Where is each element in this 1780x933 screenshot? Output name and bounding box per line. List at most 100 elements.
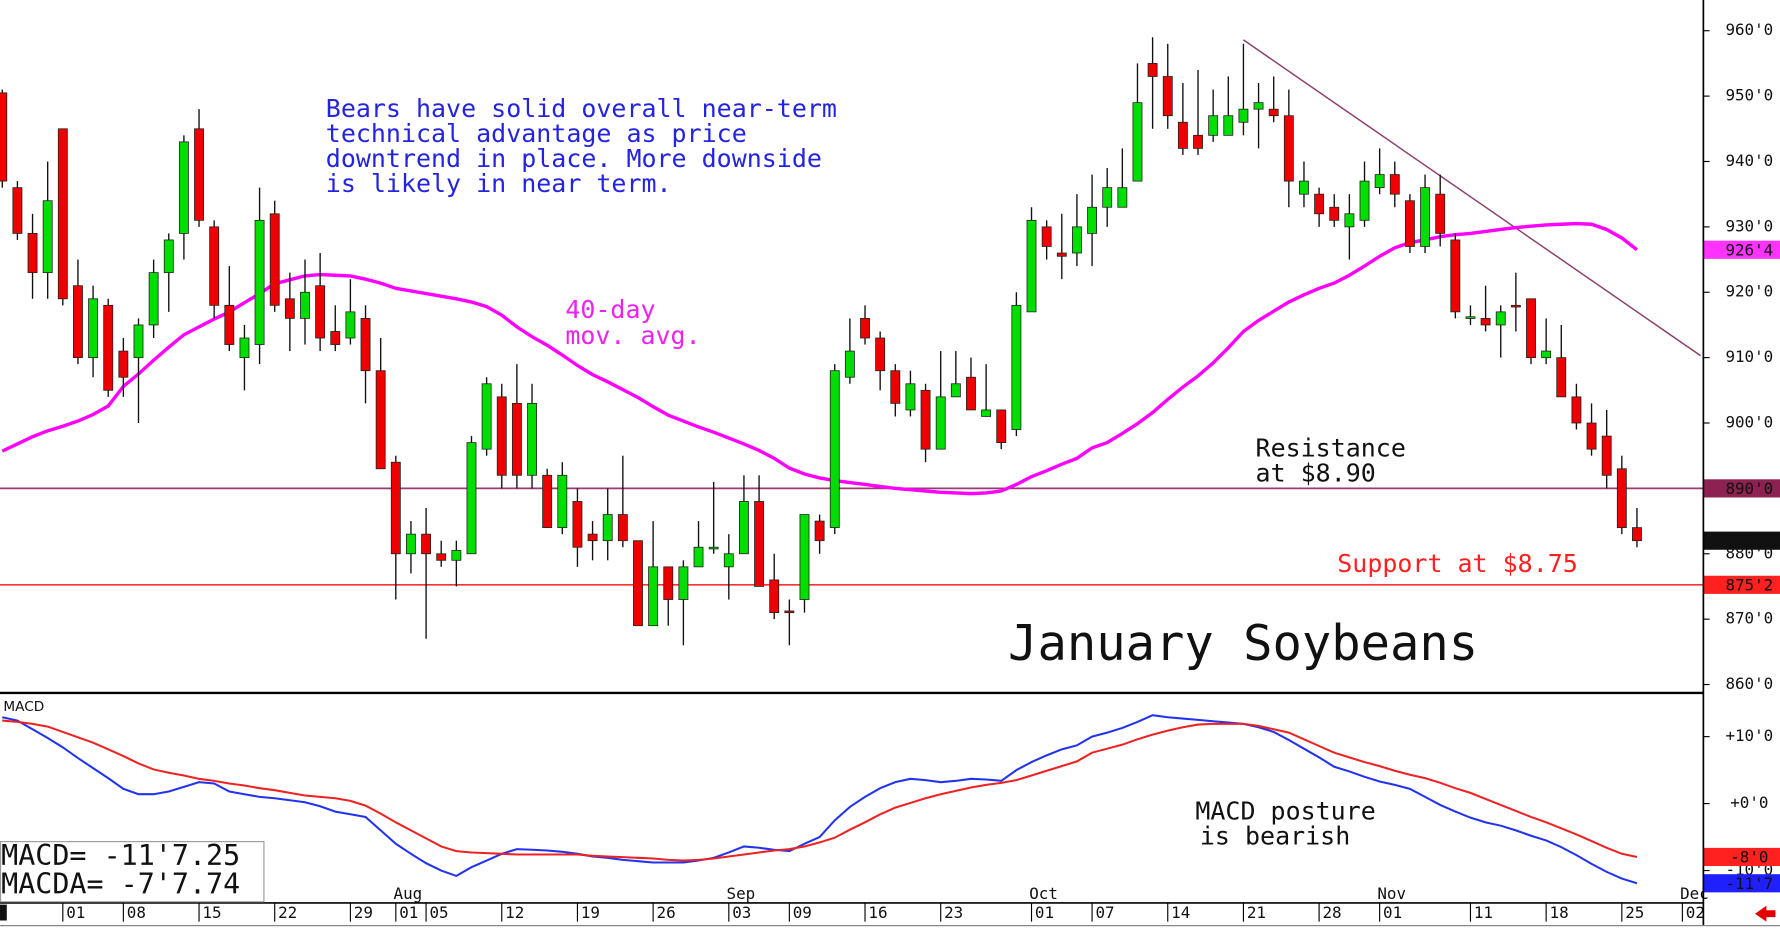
candle-body bbox=[1329, 206, 1340, 221]
x-tick-label: 07 bbox=[1095, 903, 1114, 922]
price-marker-label: 926'4 bbox=[1725, 240, 1773, 259]
candle-body bbox=[1223, 115, 1234, 136]
month-label: Oct bbox=[1029, 884, 1058, 903]
y-tick-label: 910'0 bbox=[1725, 347, 1773, 366]
axes: 860'0870'0880'0890'0900'0910'0920'0930'0… bbox=[62, 20, 1780, 922]
candle-body bbox=[557, 474, 568, 529]
commentary: is likely in near term. bbox=[326, 169, 672, 198]
resistance-label: at $8.90 bbox=[1256, 458, 1376, 487]
candle-body bbox=[1571, 396, 1582, 424]
candle-body bbox=[875, 337, 886, 372]
month-label: Aug bbox=[394, 884, 423, 903]
candle-body bbox=[360, 318, 371, 372]
candle-body bbox=[194, 128, 204, 221]
y-tick-label: 870'0 bbox=[1725, 609, 1773, 628]
candle-body bbox=[1344, 213, 1355, 228]
candle-body bbox=[1601, 435, 1612, 476]
macd-readout: MACD= -11'7.25 bbox=[1, 839, 240, 872]
month-label: Sep bbox=[727, 884, 756, 903]
scroll-arrow[interactable] bbox=[1755, 905, 1776, 922]
macda-readout: MACDA= -7'7.74 bbox=[1, 867, 240, 900]
y-tick-label: 900'0 bbox=[1725, 413, 1773, 432]
candle-body bbox=[784, 610, 795, 614]
candle-body bbox=[769, 579, 780, 614]
candle-body bbox=[1526, 298, 1536, 359]
candle-body bbox=[708, 546, 719, 550]
price-marker-label: 890'0 bbox=[1725, 479, 1773, 498]
macd-line bbox=[2, 714, 1638, 885]
candle-body bbox=[1056, 252, 1067, 257]
macd-comment: MACD posture bbox=[1195, 797, 1375, 826]
candle-body bbox=[73, 285, 83, 359]
candle-body bbox=[602, 514, 613, 542]
price-marker bbox=[1703, 575, 1780, 594]
x-tick-label: 02 bbox=[1686, 903, 1705, 922]
candle-body bbox=[27, 233, 38, 274]
candle-body bbox=[1102, 187, 1113, 208]
resistance-label: Resistance bbox=[1256, 433, 1406, 462]
candle-body bbox=[860, 318, 870, 339]
candle-body bbox=[1586, 422, 1597, 450]
x-tick-label: 01 bbox=[66, 903, 85, 922]
candle-body bbox=[345, 311, 356, 339]
candle-body bbox=[633, 540, 643, 627]
x-tick-label: 18 bbox=[1550, 903, 1569, 922]
candle-body bbox=[209, 226, 220, 306]
candle-body bbox=[466, 442, 477, 555]
x-tick-label: 03 bbox=[732, 903, 751, 922]
candle-body bbox=[1435, 193, 1446, 234]
candle-body bbox=[103, 304, 114, 391]
candle-body bbox=[1238, 108, 1249, 123]
candle-body bbox=[163, 239, 174, 274]
candle-body bbox=[1268, 108, 1279, 117]
candle-body bbox=[1420, 187, 1430, 247]
candle-body bbox=[12, 187, 23, 234]
price-marker-label: 875'2 bbox=[1725, 575, 1773, 594]
price-marker-label: -8'0 bbox=[1730, 848, 1768, 867]
candle-body bbox=[1087, 206, 1098, 234]
candle-body bbox=[1632, 527, 1642, 542]
candle-body bbox=[0, 92, 8, 182]
candle-body bbox=[527, 402, 537, 476]
y-tick-label: 940'0 bbox=[1725, 151, 1773, 170]
x-tick-label: 25 bbox=[1625, 903, 1644, 922]
candle-body bbox=[88, 298, 99, 359]
candle-body bbox=[1465, 316, 1476, 319]
price-marker bbox=[1703, 240, 1780, 259]
candle-body bbox=[1208, 115, 1219, 136]
candle-body bbox=[1374, 174, 1385, 189]
price-marker-label: -11'7 bbox=[1725, 874, 1773, 893]
candle-body bbox=[799, 514, 810, 600]
x-tick-label: 23 bbox=[944, 903, 963, 922]
candle-body bbox=[1011, 304, 1022, 430]
candle-body bbox=[42, 200, 53, 274]
x-tick-label: 29 bbox=[354, 903, 373, 922]
candle-body bbox=[723, 553, 734, 568]
x-tick-label: 01 bbox=[1383, 903, 1402, 922]
candle-body bbox=[587, 533, 598, 542]
candle-body bbox=[1177, 121, 1188, 149]
y-tick-label: 920'0 bbox=[1725, 282, 1773, 301]
candle-body bbox=[1541, 350, 1552, 359]
y-tick-label: 860'0 bbox=[1725, 674, 1773, 693]
candle-body bbox=[118, 350, 129, 378]
commentary: downtrend in place. More downside bbox=[326, 144, 822, 173]
candle-body bbox=[678, 566, 689, 600]
candle-body bbox=[1450, 239, 1461, 313]
candle-body bbox=[920, 389, 931, 450]
candle-body bbox=[315, 285, 326, 339]
candle-body bbox=[966, 376, 976, 411]
x-tick-label: 28 bbox=[1323, 903, 1342, 922]
ma-label: 40-day bbox=[565, 295, 655, 324]
candle-body bbox=[1026, 219, 1037, 313]
chart-title: January Soybeans bbox=[1008, 615, 1478, 672]
candle-body bbox=[1071, 226, 1082, 254]
macd-label: MACD bbox=[3, 699, 44, 715]
candle-body bbox=[814, 520, 825, 542]
macd-plot bbox=[2, 714, 1638, 885]
x-tick-label: 12 bbox=[505, 903, 524, 922]
candle-body bbox=[1117, 187, 1128, 208]
y-tick-label: +0'0 bbox=[1730, 793, 1768, 812]
candle-body bbox=[935, 396, 946, 450]
